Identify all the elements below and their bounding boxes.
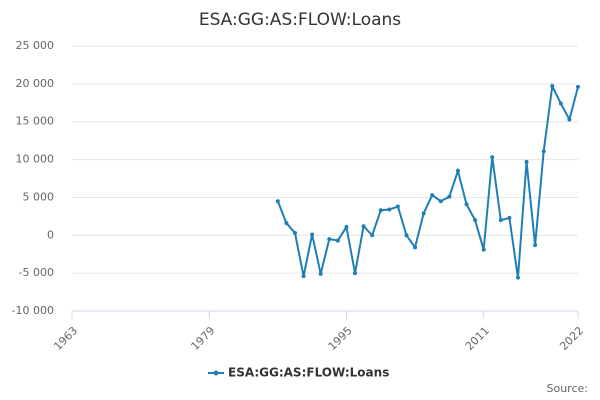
point (353, 271, 358, 276)
point (361, 224, 366, 229)
point (438, 199, 443, 204)
source: Source: (547, 382, 589, 395)
point (550, 84, 555, 89)
point (455, 168, 460, 173)
legend-symbol (213, 370, 219, 376)
point (284, 221, 289, 226)
point (378, 208, 383, 213)
y-tick-label: 20 000 (16, 77, 55, 90)
x-tick-label: 2011 (463, 324, 492, 353)
y-tick-label: 10 000 (16, 153, 55, 166)
point (533, 243, 538, 248)
y-tick-label: 15 000 (16, 115, 55, 128)
legend-label: ESA:GG:AS:FLOW:Loans (228, 366, 389, 380)
point (275, 199, 280, 204)
point (327, 237, 332, 242)
point (490, 155, 495, 160)
y-tick-label: 5 000 (23, 190, 55, 203)
point (301, 274, 306, 279)
point (447, 194, 452, 199)
point (498, 218, 503, 223)
point (464, 202, 469, 207)
point (318, 271, 323, 276)
y-tick-label: -5 000 (19, 266, 54, 279)
x-tick-label: 2022 (557, 324, 586, 353)
line (276, 82, 579, 278)
point (541, 149, 546, 154)
point (515, 275, 520, 280)
point (430, 193, 435, 198)
point (370, 233, 375, 238)
y-tick-label: 25 000 (16, 39, 55, 52)
x-tick-label: 1963 (51, 324, 80, 353)
point (395, 204, 400, 209)
x-tick-label: 1995 (326, 324, 355, 353)
point (576, 84, 580, 89)
point (404, 233, 409, 238)
point (473, 218, 478, 223)
y-tick-label: -10 000 (12, 304, 54, 317)
x-tick-label: 1979 (188, 324, 217, 353)
point (558, 101, 563, 106)
point (421, 211, 426, 216)
chart-title: ESA:GG:AS:FLOW:Loans (199, 10, 401, 30)
point (507, 215, 512, 220)
point (567, 117, 572, 122)
point (335, 238, 340, 243)
y-tick-label: 0 (47, 228, 54, 241)
point (292, 231, 297, 236)
point (344, 224, 349, 229)
point (387, 207, 392, 212)
point (524, 159, 529, 164)
point (310, 232, 315, 237)
point (413, 245, 418, 250)
point (481, 247, 486, 252)
